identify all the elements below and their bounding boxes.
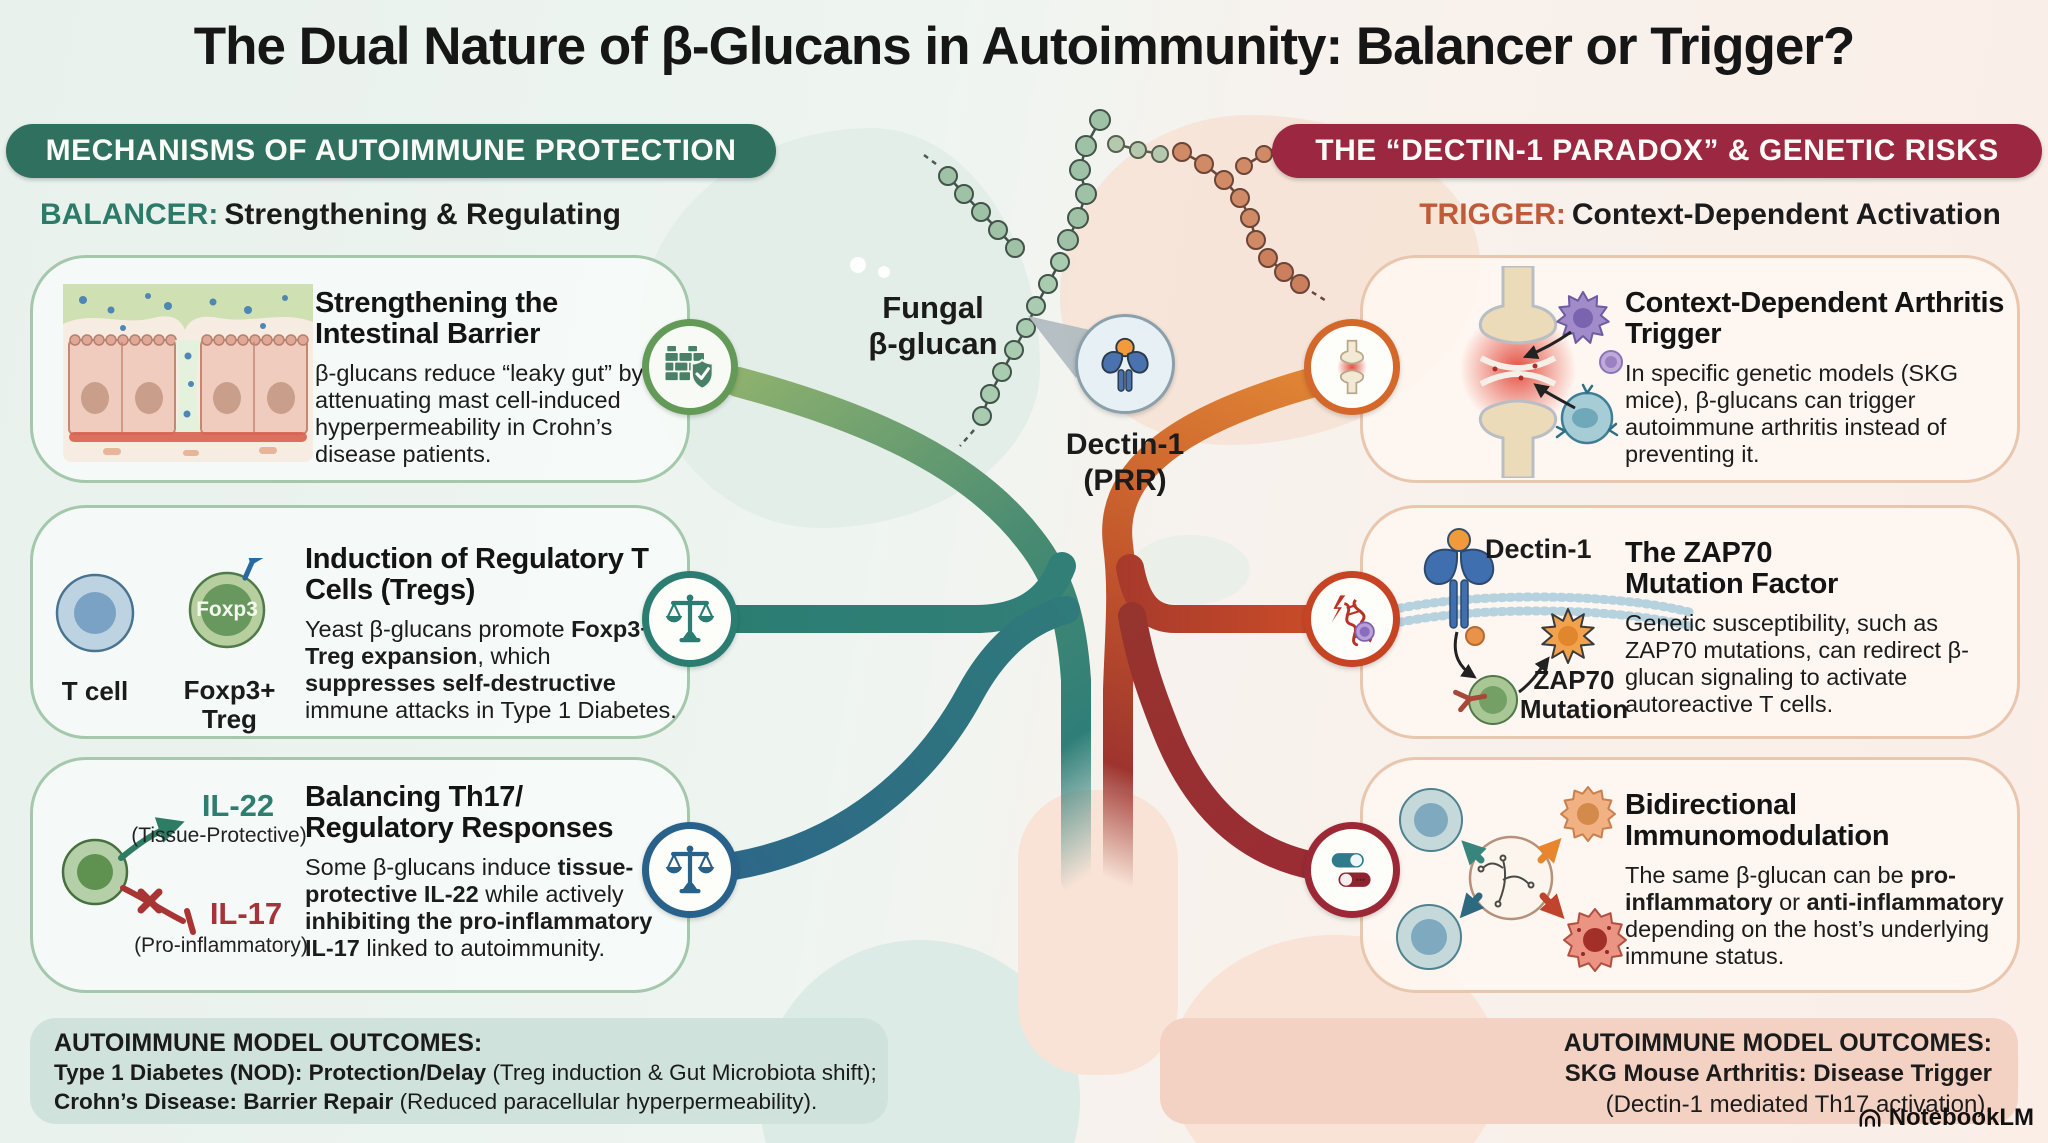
- card-intestinal-barrier: Strengthening the Intestinal Barrier β-g…: [30, 255, 690, 483]
- trigger-text: Context-Dependent Activation: [1571, 198, 2001, 231]
- brick-wall-shield-icon: [665, 346, 714, 391]
- balancer-label: BALANCER:: [40, 198, 219, 231]
- zap70-signaling-illustration: [1378, 528, 1694, 725]
- t-cell-label: T cell: [61, 676, 129, 706]
- barrier-node: [642, 319, 738, 415]
- background-blob: [1018, 790, 1178, 1075]
- balancer-subtitle: BALANCER: Strengthening & Regulating: [40, 198, 621, 232]
- il17-sub-label: (Pro-inflammatory): [134, 934, 308, 957]
- trigger-label: TRIGGER:: [1419, 198, 1566, 231]
- il22-il17-illustration: [61, 817, 196, 935]
- left-outcomes-box: AUTOIMMUNE MODEL OUTCOMES: Type 1 Diabet…: [30, 1018, 888, 1124]
- il22-sub-label: (Tissue-Protective): [131, 824, 307, 847]
- tcell-treg-illustration: [55, 558, 270, 653]
- genetic-risk-node: [1304, 571, 1400, 667]
- antibody-icon: [1453, 689, 1488, 713]
- outcome-line: SKG Mouse Arthritis: Disease Trigger: [1564, 1060, 1992, 1088]
- magnifier-wedge: [1028, 316, 1090, 378]
- balancer-text: Strengthening & Regulating: [224, 198, 621, 231]
- dectin1-node: [1075, 314, 1175, 414]
- balance-scale-icon: [665, 594, 715, 643]
- dectin1-node-label: Dectin-1: [1065, 428, 1185, 461]
- notebooklm-logo-icon: [1859, 1109, 1881, 1127]
- treg-label: Foxp3+ Treg: [183, 675, 276, 734]
- dna-mutation-icon: [1331, 595, 1375, 646]
- dectin1-label: Dectin-1: [1485, 534, 1592, 564]
- card-title: Context-Dependent Arthritis Trigger: [1625, 287, 2005, 351]
- card-body: Genetic susceptibility, such as ZAP70 mu…: [1625, 610, 1969, 718]
- molecule-label-line2: β-glucan: [868, 326, 998, 361]
- outcome-line: (Dectin-1 mediated Th17 activation).: [1605, 1090, 1992, 1118]
- outcomes-heading: AUTOIMMUNE MODEL OUTCOMES:: [54, 1029, 483, 1057]
- card-body: The same β-glucan can be pro-inflammator…: [1625, 862, 2004, 970]
- balance-scale-icon: [665, 845, 715, 894]
- card-zap70-mutation: Dectin-1 ZAP70 Mutation The ZAP70 Mutati…: [1360, 505, 2020, 739]
- th17-balance-node: [642, 822, 738, 918]
- zap70-mutation-label: ZAP70 Mutation: [1519, 665, 1629, 724]
- card-title: Bidirectional Immunomodulation: [1625, 789, 1890, 853]
- foxp3-label: Foxp3: [196, 598, 258, 621]
- molecule-label-line1: Fungal: [882, 290, 984, 325]
- left-section-banner: MECHANISMS OF AUTOIMMUNE PROTECTION: [6, 124, 776, 178]
- card-title: Induction of Regulatory T Cells (Tregs): [305, 543, 649, 607]
- card-treg-induction: T cell Foxp3 Foxp3+ Treg Induction of Re…: [30, 505, 690, 739]
- toggle-switches-icon: [1331, 853, 1371, 887]
- card-body: β-glucans reduce “leaky gut” by attenuat…: [315, 360, 644, 468]
- card-body: In specific genetic models (SKG mice), β…: [1625, 360, 1959, 468]
- dectin1-receptor-icon: [1101, 337, 1149, 392]
- card-title: Strengthening the Intestinal Barrier: [315, 287, 559, 351]
- card-th17-balance: IL-22 (Tissue-Protective) IL-17 (Pro-inf…: [30, 757, 690, 993]
- right-outcomes-box: AUTOIMMUNE MODEL OUTCOMES: SKG Mouse Art…: [1160, 1018, 2018, 1124]
- il17-label: IL-17: [209, 896, 283, 931]
- card-body: Some β-glucans induce tissue-protective …: [305, 854, 653, 962]
- outcome-line: Type 1 Diabetes (NOD): Protection/Delay …: [54, 1060, 877, 1086]
- glucan-doodle: [1477, 854, 1535, 908]
- notebooklm-watermark: NotebookLM: [1857, 1104, 2034, 1132]
- card-title: Balancing Th17/ Regulatory Responses: [305, 781, 614, 845]
- card-arthritis-trigger: Context-Dependent Arthritis Trigger In s…: [1360, 255, 2020, 483]
- arthritis-node: [1304, 319, 1400, 415]
- outcomes-heading: AUTOIMMUNE MODEL OUTCOMES:: [1563, 1029, 1992, 1057]
- page-title: The Dual Nature of β-Glucans in Autoimmu…: [193, 17, 1856, 76]
- antibody-icon: [242, 558, 270, 581]
- il22-label: IL-22: [201, 788, 275, 823]
- card-title: The ZAP70 Mutation Factor: [1625, 537, 1838, 601]
- intestinal-barrier-illustration: [63, 284, 313, 462]
- dectin1-node-sublabel: (PRR): [1083, 464, 1167, 497]
- card-bidirectional-immunomodulation: Bidirectional Immunomodulation The same …: [1360, 757, 2020, 993]
- inflamed-joint-icon: [1337, 339, 1367, 395]
- trigger-subtitle: TRIGGER: Context-Dependent Activation: [1410, 198, 2010, 232]
- treg-node: [642, 571, 738, 667]
- outcome-line: Crohn’s Disease: Barrier Repair (Reduced…: [54, 1089, 818, 1115]
- bidirectional-illustration: [1396, 786, 1627, 972]
- notebooklm-label: NotebookLM: [1888, 1104, 2034, 1131]
- card-body: Yeast β-glucans promote Foxp3+ Treg expa…: [305, 616, 677, 724]
- right-section-banner: THE “DECTIN-1 PARADOX” & GENETIC RISKS: [1272, 124, 2042, 178]
- dectin1-receptor-icon: [1423, 528, 1495, 629]
- immunomodulation-node: [1304, 822, 1400, 918]
- inflamed-joint-illustration: [1460, 266, 1623, 478]
